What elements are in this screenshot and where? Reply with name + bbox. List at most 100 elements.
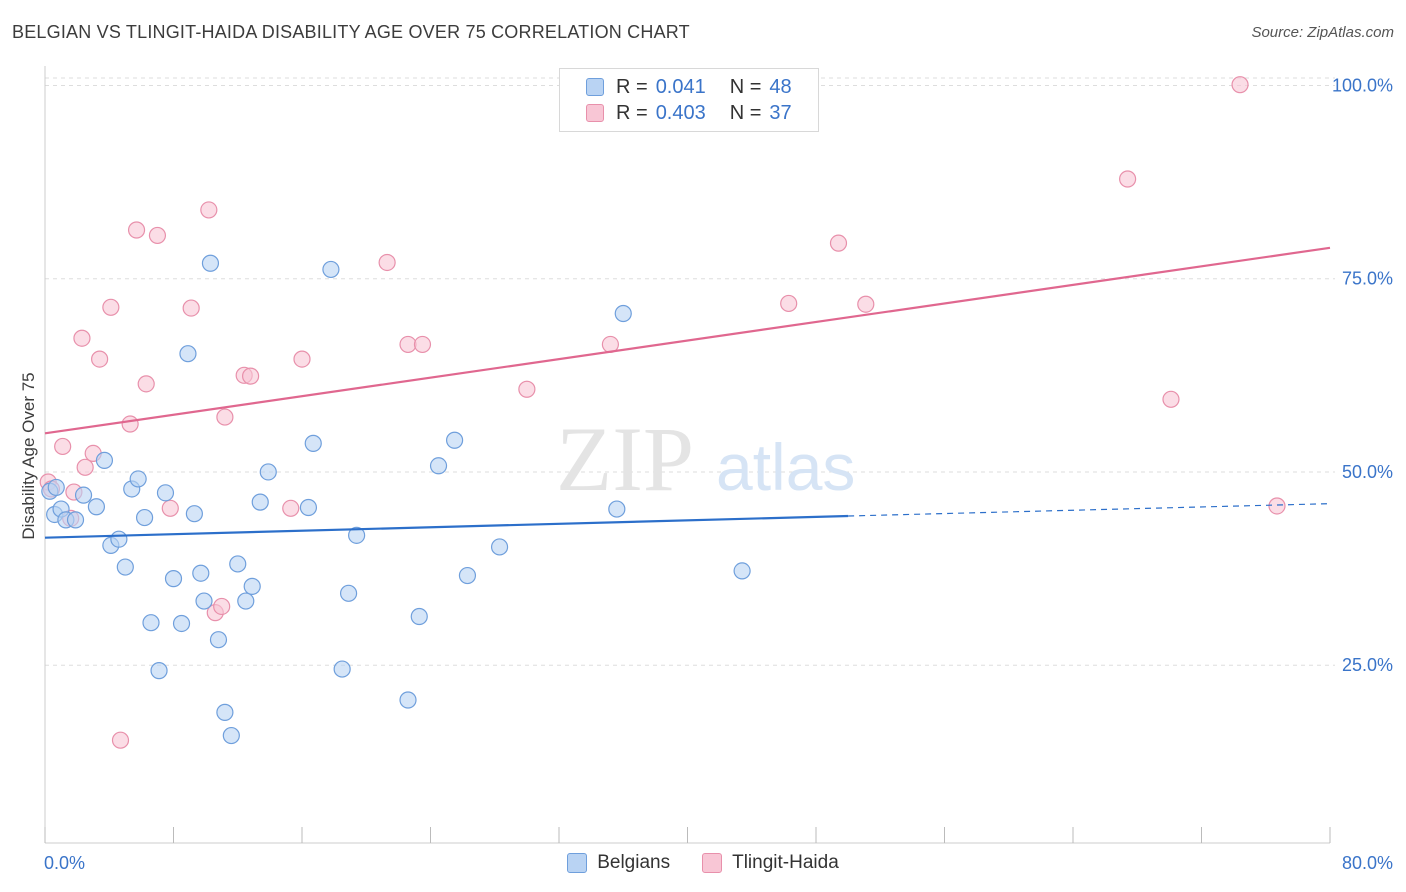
watermark-zip: ZIP xyxy=(556,408,694,510)
watermark-atlas: atlas xyxy=(716,430,855,504)
point-belgians xyxy=(458,566,477,585)
point-tlingit-haida xyxy=(213,597,231,616)
point-belgians xyxy=(733,562,751,580)
point-belgians xyxy=(192,564,210,582)
source-label: Source: ZipAtlas.com xyxy=(1251,24,1394,41)
y-tick-label: 100.0% xyxy=(1332,75,1393,95)
point-tlingit-haida xyxy=(127,221,146,239)
tick-labels: 25.0% 50.0% 75.0% 100.0% 0.0% 80.0% xyxy=(44,75,1393,873)
trend-lines xyxy=(44,246,1331,539)
chart-title: BELGIAN VS TLINGIT-HAIDA DISABILITY AGE … xyxy=(12,22,690,42)
point-belgians xyxy=(410,607,428,626)
point-belgians xyxy=(490,538,509,556)
point-belgians xyxy=(243,577,261,595)
legend-label-belgians: Belgians xyxy=(597,852,671,873)
point-belgians xyxy=(74,486,93,504)
point-belgians xyxy=(116,558,134,576)
point-tlingit-haida xyxy=(1162,390,1180,408)
trend-line-belgians-extension xyxy=(848,503,1331,517)
legend-label-tlingit-haida: Tlingit-Haida xyxy=(732,852,839,873)
point-belgians xyxy=(66,511,85,529)
point-tlingit-haida xyxy=(1231,76,1249,94)
legend-n-label: N = xyxy=(729,101,762,124)
point-tlingit-haida xyxy=(293,350,311,368)
x-tick-label-min: 0.0% xyxy=(44,853,85,873)
point-belgians xyxy=(429,457,448,475)
point-tlingit-haida xyxy=(182,299,200,317)
legend-r-value: 0.403 xyxy=(655,101,706,124)
point-belgians xyxy=(156,484,175,502)
legend-swatch-belgians xyxy=(567,853,588,873)
point-belgians xyxy=(348,526,366,544)
point-tlingit-haida xyxy=(242,367,260,385)
point-tlingit-haida xyxy=(413,335,432,354)
stats-legend: R = 0.041 N = 48 R = 0.403 N = 37 xyxy=(559,68,819,132)
legend-row-tlingit-haida: R = 0.403 N = 37 xyxy=(586,100,792,126)
point-tlingit-haida xyxy=(54,437,72,456)
point-tlingit-haida xyxy=(121,415,139,433)
point-belgians xyxy=(172,614,191,633)
point-belgians xyxy=(304,434,322,452)
legend-swatch-belgians xyxy=(586,78,604,96)
legend-r-label: R = xyxy=(616,101,648,124)
point-belgians xyxy=(129,470,147,488)
point-tlingit-haida xyxy=(518,380,536,398)
point-tlingit-haida xyxy=(111,731,130,749)
point-belgians xyxy=(87,498,106,516)
point-belgians xyxy=(333,660,351,678)
legend-n-value: 48 xyxy=(769,75,792,98)
point-belgians xyxy=(299,498,318,517)
point-tlingit-haida xyxy=(216,408,234,426)
point-belgians xyxy=(399,691,417,709)
legend-swatch-tlingit-haida xyxy=(586,104,604,122)
point-tlingit-haida xyxy=(1268,497,1286,515)
point-tlingit-haida xyxy=(91,350,109,368)
point-tlingit-haida xyxy=(76,458,94,476)
point-tlingit-haida xyxy=(857,295,875,313)
y-axis-label: Disability Age Over 75 xyxy=(19,372,38,539)
point-belgians xyxy=(95,451,114,469)
point-tlingit-haida xyxy=(73,329,91,347)
point-belgians xyxy=(185,505,203,523)
point-tlingit-haida xyxy=(829,234,848,252)
legend-r-label: R = xyxy=(616,75,648,98)
y-tick-label: 75.0% xyxy=(1342,269,1393,289)
point-belgians xyxy=(216,703,234,721)
point-tlingit-haida xyxy=(780,294,798,313)
belgians-points xyxy=(41,254,751,745)
point-belgians xyxy=(237,592,255,610)
point-belgians xyxy=(164,570,183,588)
point-tlingit-haida xyxy=(161,499,179,517)
point-tlingit-haida xyxy=(399,335,417,354)
legend-r-value: 0.041 xyxy=(655,75,706,98)
point-tlingit-haida xyxy=(137,375,155,393)
point-tlingit-haida xyxy=(200,201,218,219)
point-tlingit-haida xyxy=(378,253,396,272)
point-belgians xyxy=(339,584,358,602)
point-belgians xyxy=(259,463,277,481)
trend-line-tlingit-haida xyxy=(44,246,1331,435)
point-belgians xyxy=(179,345,197,363)
point-belgians xyxy=(150,662,168,680)
point-tlingit-haida xyxy=(102,298,120,316)
series-legend: Belgians Tlingit-Haida xyxy=(0,852,1406,874)
legend-swatch-tlingit-haida xyxy=(702,853,723,873)
point-tlingit-haida xyxy=(1119,170,1137,188)
point-belgians xyxy=(614,304,632,323)
watermark: ZIP atlas xyxy=(556,408,855,510)
point-belgians xyxy=(229,555,247,573)
y-tick-label: 50.0% xyxy=(1342,462,1393,482)
x-tick-label-max: 80.0% xyxy=(1342,853,1393,873)
point-belgians xyxy=(322,260,340,279)
legend-item-tlingit-haida[interactable]: Tlingit-Haida xyxy=(702,852,839,874)
legend-item-belgians[interactable]: Belgians xyxy=(567,852,670,874)
point-belgians xyxy=(222,726,240,745)
point-belgians xyxy=(142,614,160,632)
point-belgians xyxy=(135,508,154,527)
axes xyxy=(44,66,1331,844)
point-belgians xyxy=(110,530,128,548)
point-belgians xyxy=(195,592,213,610)
point-belgians xyxy=(608,500,626,518)
point-tlingit-haida xyxy=(282,499,300,517)
point-belgians xyxy=(209,631,228,649)
